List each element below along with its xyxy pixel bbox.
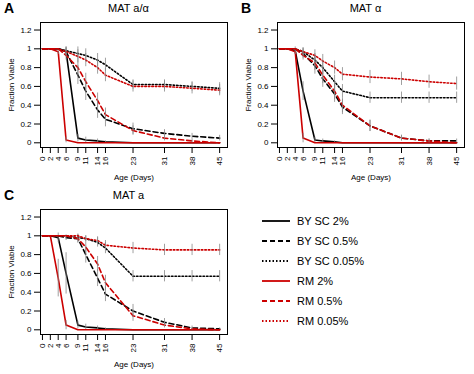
svg-text:0.2: 0.2	[20, 120, 32, 129]
svg-text:11: 11	[81, 156, 90, 165]
html-text:C: C	[4, 187, 15, 203]
html-text:B: B	[241, 0, 252, 16]
svg-text:16: 16	[101, 343, 110, 352]
svg-text:Fraction Viable: Fraction Viable	[244, 58, 253, 112]
svg-text:1.2: 1.2	[20, 26, 32, 35]
svg-text:1.2: 1.2	[257, 26, 269, 35]
svg-text:23: 23	[129, 156, 138, 165]
svg-text:1: 1	[27, 231, 32, 240]
svg-text:0.8: 0.8	[20, 63, 32, 72]
svg-text:Age (Days): Age (Days)	[351, 173, 391, 182]
svg-text:0.6: 0.6	[257, 82, 269, 91]
svg-text:2: 2	[45, 156, 55, 161]
html-text:BY SC 2%: BY SC 2%	[297, 215, 349, 227]
svg-text:0.4: 0.4	[20, 101, 32, 110]
svg-text:Fraction Viable: Fraction Viable	[7, 245, 16, 299]
svg-text:45: 45	[215, 343, 224, 352]
svg-text:1: 1	[27, 44, 32, 53]
html-text:BY SC 0.05%: BY SC 0.05%	[297, 255, 365, 267]
html-text:BY SC 0.5%: BY SC 0.5%	[297, 235, 358, 247]
svg-text:0.4: 0.4	[257, 101, 269, 110]
svg-text:0.6: 0.6	[20, 82, 32, 91]
svg-text:0: 0	[38, 343, 47, 348]
svg-text:0.4: 0.4	[20, 288, 32, 297]
svg-text:38: 38	[188, 156, 197, 165]
svg-text:6: 6	[299, 156, 308, 161]
svg-text:14: 14	[93, 343, 103, 353]
svg-text:0: 0	[27, 138, 32, 147]
svg-text:23: 23	[129, 343, 138, 352]
svg-text:31: 31	[160, 343, 169, 352]
svg-text:9: 9	[73, 156, 83, 161]
svg-text:16: 16	[101, 156, 110, 165]
html-text:MAT a/α: MAT a/α	[108, 2, 149, 14]
svg-text:0.6: 0.6	[20, 269, 32, 278]
svg-text:38: 38	[188, 343, 197, 352]
svg-text:9: 9	[310, 156, 320, 161]
html-text:MAT α: MAT α	[349, 2, 382, 14]
svg-text:4: 4	[53, 343, 63, 348]
svg-text:9: 9	[73, 343, 83, 348]
svg-text:11: 11	[81, 343, 90, 352]
html-text:RM 2%: RM 2%	[297, 275, 334, 287]
svg-text:Age (Days): Age (Days)	[114, 173, 154, 182]
svg-text:0.2: 0.2	[257, 120, 269, 129]
html-text:MAT a: MAT a	[112, 189, 145, 201]
svg-text:1: 1	[264, 44, 269, 53]
html-text:RM 0.05%: RM 0.05%	[297, 315, 349, 327]
svg-text:0: 0	[275, 156, 284, 161]
svg-text:Fraction Viable: Fraction Viable	[7, 58, 16, 112]
svg-text:45: 45	[215, 156, 224, 165]
svg-text:Age (Days): Age (Days)	[114, 360, 154, 369]
svg-text:0.2: 0.2	[20, 307, 32, 316]
svg-text:0: 0	[27, 325, 32, 334]
svg-text:45: 45	[452, 156, 461, 165]
svg-text:23: 23	[366, 156, 375, 165]
svg-text:1.2: 1.2	[20, 213, 32, 222]
svg-text:14: 14	[93, 156, 103, 166]
svg-text:0.8: 0.8	[20, 250, 32, 259]
svg-text:38: 38	[425, 156, 434, 165]
svg-text:16: 16	[338, 156, 347, 165]
svg-text:0.8: 0.8	[257, 63, 269, 72]
svg-text:31: 31	[397, 156, 406, 165]
html-text:A: A	[4, 0, 15, 16]
svg-text:2: 2	[45, 343, 55, 348]
svg-text:4: 4	[290, 156, 300, 161]
svg-text:6: 6	[62, 156, 71, 161]
svg-text:14: 14	[330, 156, 340, 166]
svg-text:31: 31	[160, 156, 169, 165]
svg-text:0: 0	[38, 156, 47, 161]
svg-text:2: 2	[282, 156, 292, 161]
svg-text:6: 6	[62, 343, 71, 348]
svg-text:11: 11	[318, 156, 327, 165]
svg-text:0: 0	[264, 138, 269, 147]
html-text:RM 0.5%: RM 0.5%	[297, 295, 343, 307]
svg-text:4: 4	[53, 156, 63, 161]
